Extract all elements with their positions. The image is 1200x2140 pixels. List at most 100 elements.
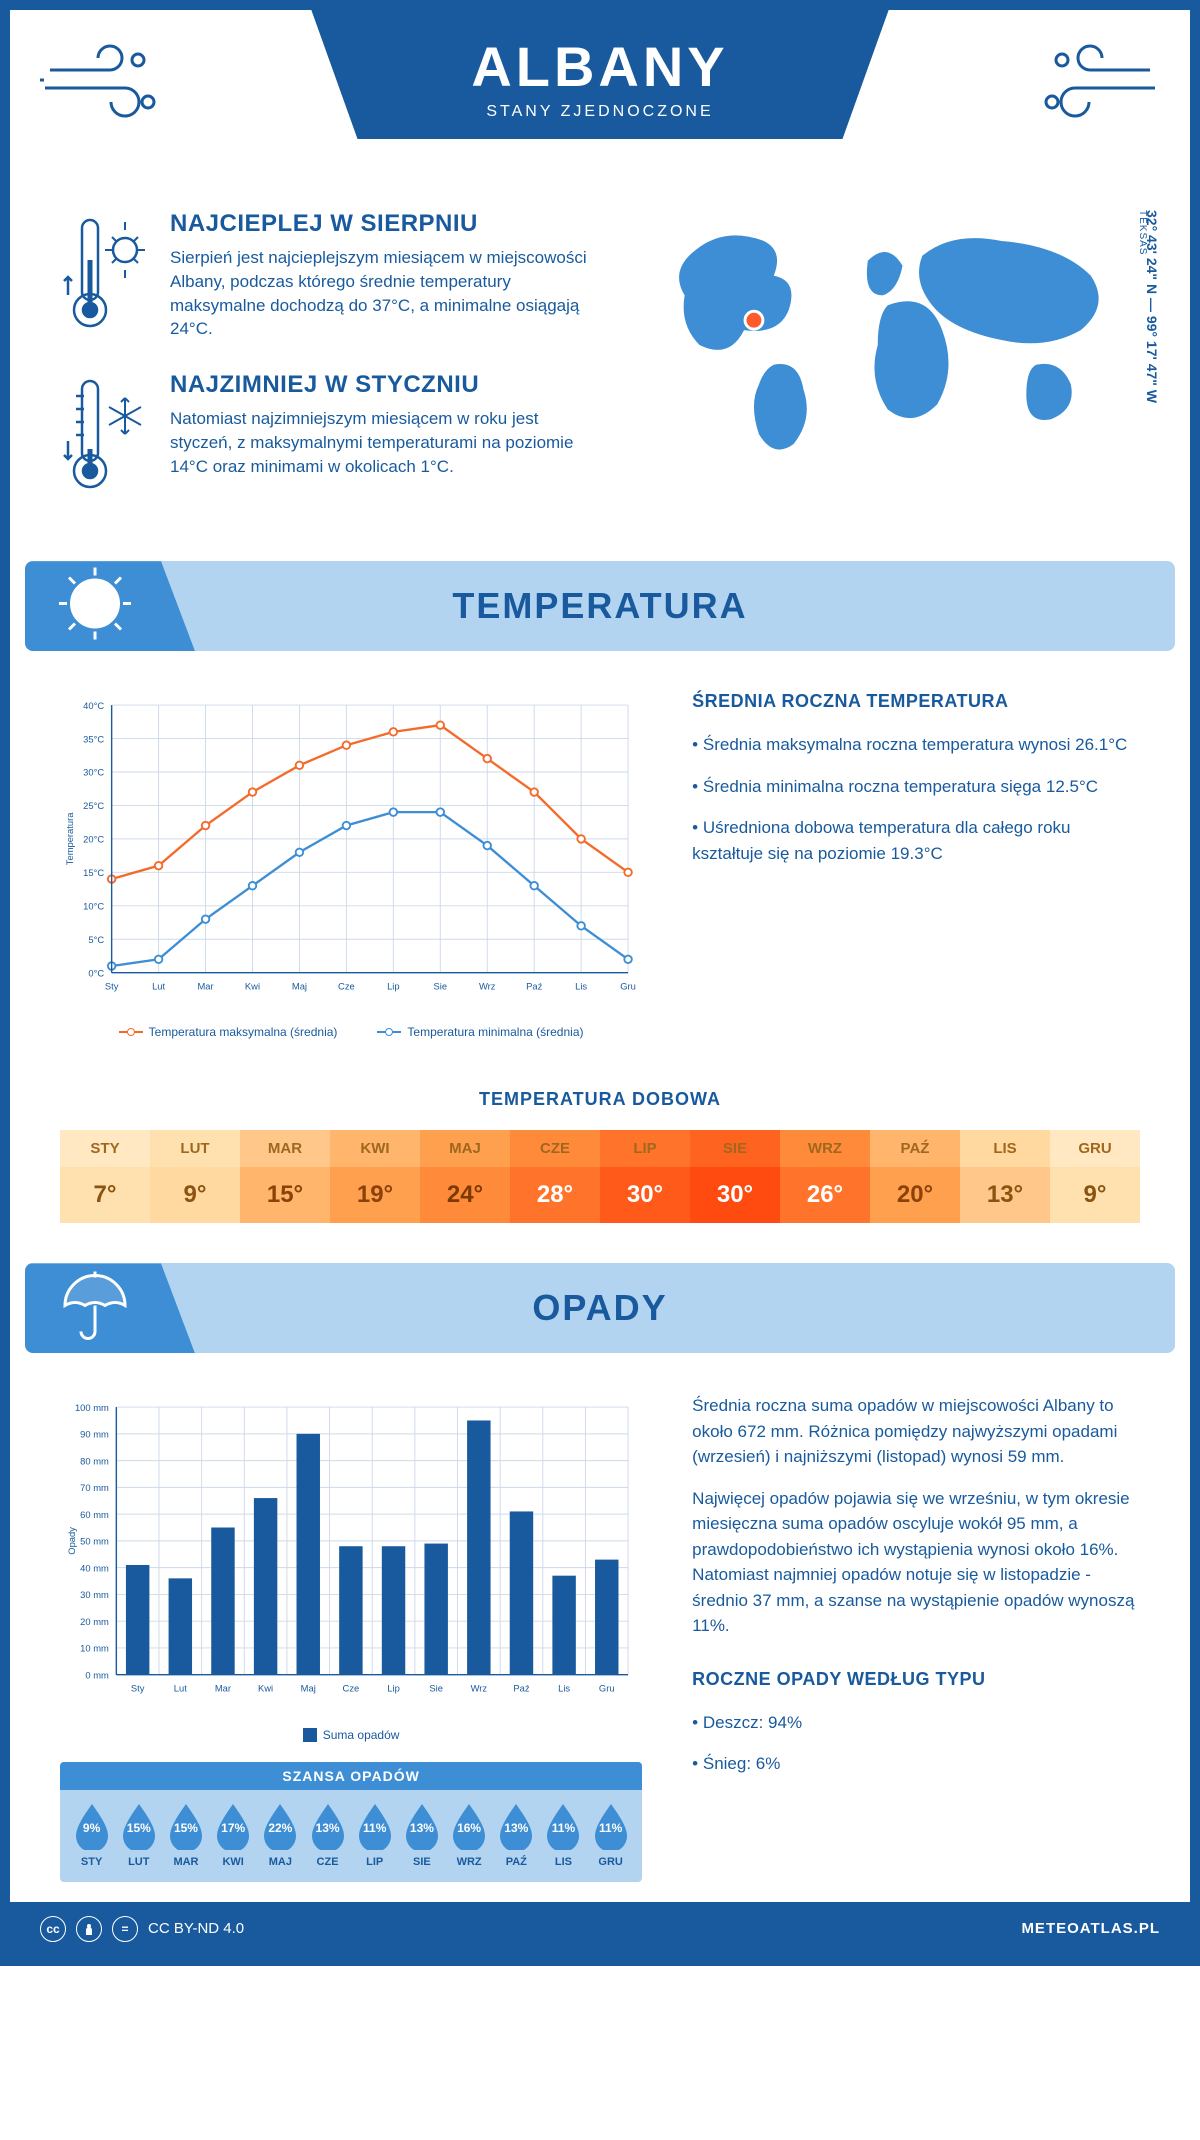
svg-text:15°C: 15°C bbox=[83, 868, 104, 878]
license-text: CC BY-ND 4.0 bbox=[148, 1920, 244, 1937]
temperature-line-chart: 0°C5°C10°C15°C20°C25°C30°C35°C40°CStyLut… bbox=[60, 691, 642, 1039]
wind-icon bbox=[1030, 40, 1160, 135]
svg-text:Sie: Sie bbox=[429, 1684, 443, 1694]
heat-cell: SIE 30° bbox=[690, 1130, 780, 1223]
heat-cell: LUT 9° bbox=[150, 1130, 240, 1223]
svg-text:Paź: Paź bbox=[513, 1684, 529, 1694]
chance-cell: 13% PAŹ bbox=[493, 1802, 540, 1868]
svg-text:Mar: Mar bbox=[197, 982, 213, 992]
svg-text:35°C: 35°C bbox=[83, 734, 104, 744]
avg-temp-item: Średnia maksymalna roczna temperatura wy… bbox=[692, 732, 1140, 758]
raindrop-icon: 13% bbox=[402, 1802, 442, 1850]
heat-cell: LIS 13° bbox=[960, 1130, 1050, 1223]
heat-cell: STY 7° bbox=[60, 1130, 150, 1223]
svg-text:Wrz: Wrz bbox=[479, 982, 496, 992]
svg-text:Cze: Cze bbox=[338, 982, 355, 992]
avg-temp-item: Średnia minimalna roczna temperatura się… bbox=[692, 774, 1140, 800]
svg-text:Lip: Lip bbox=[387, 1684, 400, 1694]
raindrop-icon: 17% bbox=[213, 1802, 253, 1850]
svg-text:20 mm: 20 mm bbox=[80, 1617, 109, 1627]
legend-rain: Suma opadów bbox=[303, 1728, 400, 1742]
svg-text:Lip: Lip bbox=[387, 982, 400, 992]
chance-cell: 13% SIE bbox=[398, 1802, 445, 1868]
svg-text:Opady: Opady bbox=[67, 1527, 77, 1555]
svg-text:60 mm: 60 mm bbox=[80, 1510, 109, 1520]
chance-cell: 13% CZE bbox=[304, 1802, 351, 1868]
rain-type-title: ROCZNE OPADY WEDŁUG TYPU bbox=[692, 1669, 1140, 1690]
svg-text:Cze: Cze bbox=[343, 1684, 360, 1694]
umbrella-icon bbox=[55, 1266, 135, 1351]
avg-temp-list: Średnia maksymalna roczna temperatura wy… bbox=[692, 732, 1140, 866]
raindrop-icon: 11% bbox=[591, 1802, 631, 1850]
heat-cell: CZE 28° bbox=[510, 1130, 600, 1223]
heat-cell: KWI 19° bbox=[330, 1130, 420, 1223]
heat-cell: WRZ 26° bbox=[780, 1130, 870, 1223]
temperature-title: TEMPERATURA bbox=[452, 585, 747, 627]
svg-text:Lis: Lis bbox=[558, 1684, 570, 1694]
svg-text:Gru: Gru bbox=[620, 982, 636, 992]
raindrop-icon: 13% bbox=[496, 1802, 536, 1850]
raindrop-icon: 15% bbox=[166, 1802, 206, 1850]
svg-text:40°C: 40°C bbox=[83, 701, 104, 711]
svg-text:80 mm: 80 mm bbox=[80, 1457, 109, 1467]
svg-text:Sty: Sty bbox=[105, 982, 119, 992]
avg-temp-title: ŚREDNIA ROCZNA TEMPERATURA bbox=[692, 691, 1140, 712]
map-marker-icon bbox=[745, 311, 763, 329]
page-frame: ALBANY STANY ZJEDNOCZONE NAJCIEPLEJ W SI… bbox=[0, 0, 1200, 1966]
svg-text:Kwi: Kwi bbox=[258, 1684, 273, 1694]
hottest-title: NAJCIEPLEJ W SIERPNIU bbox=[170, 210, 605, 238]
daily-temp-title: TEMPERATURA DOBOWA bbox=[10, 1089, 1190, 1110]
svg-text:Gru: Gru bbox=[599, 1684, 615, 1694]
svg-text:Lut: Lut bbox=[152, 982, 165, 992]
rain-text-1: Średnia roczna suma opadów w miejscowośc… bbox=[692, 1393, 1140, 1470]
svg-text:40 mm: 40 mm bbox=[80, 1564, 109, 1574]
rain-chance-box: SZANSA OPADÓW 9% STY 15% LUT 15% MAR 17%… bbox=[60, 1762, 642, 1882]
page-subtitle: STANY ZJEDNOCZONE bbox=[471, 103, 728, 121]
svg-text:0 mm: 0 mm bbox=[85, 1671, 109, 1681]
heat-cell: PAŹ 20° bbox=[870, 1130, 960, 1223]
sun-icon bbox=[55, 564, 135, 649]
coldest-block: NAJZIMNIEJ W STYCZNIU Natomiast najzimni… bbox=[60, 371, 605, 501]
header: ALBANY STANY ZJEDNOCZONE bbox=[10, 10, 1190, 210]
chance-cell: 15% LUT bbox=[115, 1802, 162, 1868]
heat-cell: MAJ 24° bbox=[420, 1130, 510, 1223]
rain-text-2: Najwięcej opadów pojawia się we wrześniu… bbox=[692, 1486, 1140, 1639]
heat-cell: MAR 15° bbox=[240, 1130, 330, 1223]
raindrop-icon: 22% bbox=[260, 1802, 300, 1850]
daily-temp-table: STY 7°LUT 9°MAR 15°KWI 19°MAJ 24°CZE 28°… bbox=[60, 1130, 1140, 1223]
rain-chance-title: SZANSA OPADÓW bbox=[60, 1762, 642, 1790]
svg-text:Lut: Lut bbox=[174, 1684, 187, 1694]
legend-min: .legend-item:nth-child(2) .legend-swatch… bbox=[377, 1025, 583, 1039]
rain-type-list: Deszcz: 94%Śnieg: 6% bbox=[692, 1710, 1140, 1777]
svg-text:Wrz: Wrz bbox=[471, 1684, 488, 1694]
svg-text:Temperatura: Temperatura bbox=[65, 812, 75, 865]
chance-cell: 15% MAR bbox=[162, 1802, 209, 1868]
chance-cell: 11% LIP bbox=[351, 1802, 398, 1868]
temperature-section-header: TEMPERATURA bbox=[25, 561, 1175, 651]
svg-text:Paź: Paź bbox=[526, 982, 542, 992]
svg-text:5°C: 5°C bbox=[88, 935, 104, 945]
site-name: METEOATLAS.PL bbox=[1021, 1920, 1160, 1937]
coldest-title: NAJZIMNIEJ W STYCZNIU bbox=[170, 371, 605, 399]
world-map-icon bbox=[645, 210, 1140, 470]
rain-section-header: OPADY bbox=[25, 1263, 1175, 1353]
coordinates: 32° 43' 24" N — 99° 17' 47" W bbox=[1144, 210, 1160, 403]
svg-text:20°C: 20°C bbox=[83, 835, 104, 845]
chance-cell: 9% STY bbox=[68, 1802, 115, 1868]
svg-text:0°C: 0°C bbox=[88, 969, 104, 979]
raindrop-icon: 9% bbox=[72, 1802, 112, 1850]
raindrop-icon: 11% bbox=[543, 1802, 583, 1850]
raindrop-icon: 16% bbox=[449, 1802, 489, 1850]
rain-title: OPADY bbox=[532, 1287, 667, 1329]
page-title: ALBANY bbox=[471, 34, 728, 99]
chance-cell: 22% MAJ bbox=[257, 1802, 304, 1868]
by-icon bbox=[76, 1916, 102, 1942]
rain-type-item: Deszcz: 94% bbox=[692, 1710, 1140, 1736]
svg-text:Sie: Sie bbox=[434, 982, 448, 992]
world-map-block: TEKSAS 32° 43' 24" N — 99° 17' 47" W bbox=[645, 210, 1140, 531]
hottest-text: Sierpień jest najcieplejszym miesiącem w… bbox=[170, 246, 605, 341]
svg-text:Sty: Sty bbox=[131, 1684, 145, 1694]
thermometer-cold-icon bbox=[60, 371, 150, 501]
svg-text:Maj: Maj bbox=[292, 982, 307, 992]
svg-text:Kwi: Kwi bbox=[245, 982, 260, 992]
